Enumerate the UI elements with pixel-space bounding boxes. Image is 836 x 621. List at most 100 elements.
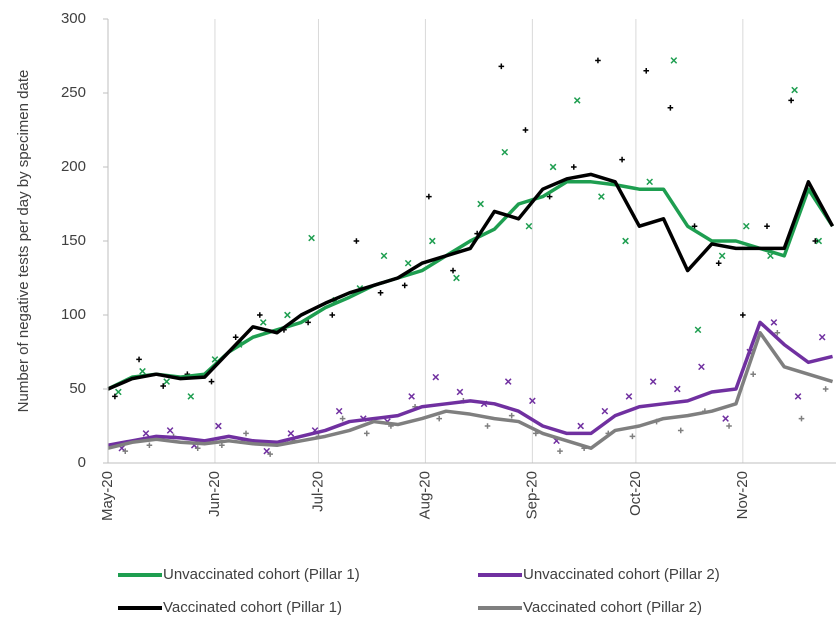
scatter-point <box>577 422 585 430</box>
scatter-point <box>791 86 798 94</box>
x-tick-label: Aug-20 <box>416 471 433 519</box>
scatter-point <box>259 319 267 326</box>
scatter-point <box>339 415 346 422</box>
scatter-point <box>194 445 201 451</box>
scatter-point <box>546 193 553 200</box>
scatter-point <box>770 319 778 326</box>
x-tick-label: Oct-20 <box>627 471 644 516</box>
scatter-point <box>284 311 291 319</box>
scatter-point <box>484 423 491 429</box>
scatter-point <box>329 312 336 318</box>
scatter-point <box>677 427 684 434</box>
scatter-point <box>160 383 167 389</box>
scatter-point <box>522 127 529 133</box>
x-tick-label: Jul-20 <box>309 471 326 512</box>
scatter-point <box>335 407 343 415</box>
scatter-point <box>363 430 370 437</box>
scatter-point <box>822 386 829 392</box>
scatter-point <box>798 415 805 422</box>
scatter-point <box>670 57 678 64</box>
scatter-point <box>629 433 636 440</box>
scatter-point <box>504 378 512 385</box>
scatter-point <box>625 393 633 400</box>
scatter-point <box>649 378 657 385</box>
scatter-point <box>818 333 826 341</box>
scatter-point <box>508 412 515 419</box>
scatter-point <box>601 407 609 415</box>
scatter-point <box>208 378 215 385</box>
scatter-point <box>380 252 388 260</box>
scatter-point <box>163 378 170 385</box>
scatter-point <box>573 97 581 104</box>
scatter-point <box>232 334 239 340</box>
scatter-point <box>643 68 650 74</box>
x-tick-label: May-20 <box>99 471 116 521</box>
y-tick-label: 0 <box>78 454 86 471</box>
scatter-point <box>305 319 311 326</box>
scatter-point <box>243 430 249 437</box>
scatter-point <box>622 237 629 245</box>
series-line <box>107 172 835 391</box>
scatter-point <box>722 415 729 422</box>
scatter-point <box>453 274 460 282</box>
scatter-point <box>673 385 681 393</box>
scatter-point <box>456 388 464 396</box>
legend-label: Vaccinated cohort (Pillar 2) <box>523 599 702 616</box>
legend-label: Unvaccinated cohort (Pillar 1) <box>163 566 360 583</box>
x-tick-label: Jun-20 <box>206 471 223 517</box>
scatter-point <box>667 105 674 111</box>
scatter-point <box>287 430 295 437</box>
scatter-point <box>498 63 505 70</box>
scatter-point <box>750 371 756 377</box>
scatter-point <box>726 423 732 429</box>
scatter-point <box>136 356 142 363</box>
plot-area <box>107 57 835 457</box>
scatter-point <box>263 447 271 455</box>
grid <box>107 19 744 463</box>
scatter-point <box>377 290 384 296</box>
scatter-point <box>426 193 432 200</box>
scatter-point <box>549 163 557 171</box>
y-axis-label: Number of negative tests per day by spec… <box>15 70 32 413</box>
scatter-point <box>187 393 195 400</box>
scatter-point <box>436 415 443 422</box>
y-tick-label: 100 <box>61 306 86 323</box>
scatter-point <box>740 312 746 318</box>
scatter-point <box>257 312 263 318</box>
series-line <box>107 331 834 450</box>
scatter-point <box>166 427 174 434</box>
scatter-point <box>694 326 702 334</box>
y-tick-label: 250 <box>61 84 86 101</box>
scatter-point <box>450 267 456 274</box>
scatter-point <box>557 448 563 454</box>
scatter-point <box>598 193 605 200</box>
scatter-point <box>619 156 625 163</box>
scatter-point <box>718 252 726 260</box>
scatter-point <box>215 422 222 430</box>
scatter-point <box>812 238 819 244</box>
scatter-point <box>715 260 722 266</box>
scatter-point <box>691 223 698 229</box>
scatter-point <box>529 397 536 405</box>
scatter-point <box>308 234 315 242</box>
scatter-point <box>139 367 146 375</box>
scatter-point <box>794 393 802 400</box>
scatter-point <box>501 148 509 156</box>
scatter-point <box>774 329 781 336</box>
x-tick-label: Sep-20 <box>523 471 540 519</box>
scatter-point <box>428 237 436 245</box>
scatter-point <box>646 178 654 186</box>
axes: 0 50 100 150 200 250 300 May-20 Jun-20 Jul-20 Aug-… <box>61 10 836 521</box>
scatter-point <box>353 238 360 244</box>
scatter-point <box>146 442 153 449</box>
scatter-point <box>112 393 118 400</box>
scatter-point <box>815 237 823 245</box>
scatter-point <box>404 259 412 267</box>
scatter-point <box>742 222 750 230</box>
scatter-point <box>432 373 440 381</box>
y-tick-label: 200 <box>61 158 86 175</box>
legend: Unvaccinated cohort (Pillar 1) Unvaccinat… <box>118 566 720 616</box>
scatter-point <box>698 363 705 371</box>
